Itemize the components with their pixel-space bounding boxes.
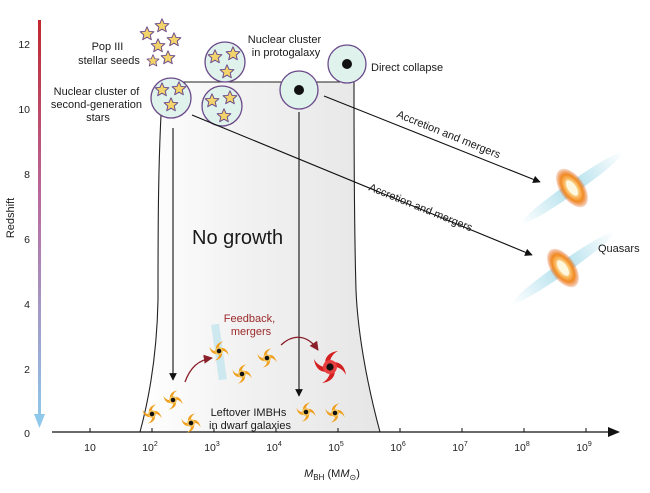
leftover-imbh-label: Leftover IMBHs in dwarf galaxies [209,407,291,432]
x-tick-1e8: 108 [514,441,530,454]
x-tick-marks [89,428,587,432]
quasars-label: Quasars [598,243,640,255]
x-axis-label: MBH (MM⊙) [304,468,360,482]
no-growth-label: No growth [192,227,283,249]
redshift-color-bar [38,20,41,420]
y-tick-2: 2 [24,364,30,376]
feedback-label: Feedback, mergers [224,313,278,338]
x-tick-1e3: 103 [204,441,220,454]
y-tick-4: 4 [24,299,30,311]
pop3-seed-stars [139,18,182,67]
no-growth-region [139,81,381,433]
x-axis-arrow-head [608,427,620,437]
accretion-arrow-lower [191,114,533,256]
x-tick-1e7: 107 [452,441,468,454]
quasar-lower [512,232,614,304]
x-tick-1e9: 109 [576,441,592,454]
x-tick-1e2: 102 [142,441,158,454]
x-tick-1e5: 105 [328,441,344,454]
protogalaxy-cluster-lower [201,85,243,127]
second-gen-cluster-label: Nuclear cluster of second-generation sta… [51,86,145,124]
accretion-arrow-upper [323,95,541,184]
pop3-label: Pop III stellar seeds [78,41,140,67]
y-tick-0: 0 [24,428,30,440]
y-tick-10: 10 [18,104,30,116]
redshift-arrow-head [34,414,45,428]
second-gen-cluster [150,77,192,119]
x-tick-1e4: 104 [266,441,282,454]
x-tick-1e6: 106 [390,441,406,454]
accretion-label-upper: Accretion and mergers [395,109,503,162]
protogalaxy-cluster-upper [204,41,246,83]
merger-arrow [280,336,319,351]
direct-collapse-seed-upper [327,44,367,84]
y-axis-label: Redshift [5,198,17,238]
protogalaxy-cluster-label: Nuclear cluster in protogalaxy [248,34,324,59]
feedback-arrow [184,354,213,383]
y-tick-6: 6 [24,234,30,246]
accretion-label-lower: Accretion and mergers [367,182,475,235]
direct-collapse-label: Direct collapse [371,62,443,74]
x-tick-10: 10 [84,442,96,454]
y-tick-12: 12 [18,39,30,51]
quasar-upper [521,152,623,224]
active-galaxy [314,351,346,383]
y-tick-8: 8 [24,169,30,181]
direct-collapse-seed-lower [279,70,319,110]
